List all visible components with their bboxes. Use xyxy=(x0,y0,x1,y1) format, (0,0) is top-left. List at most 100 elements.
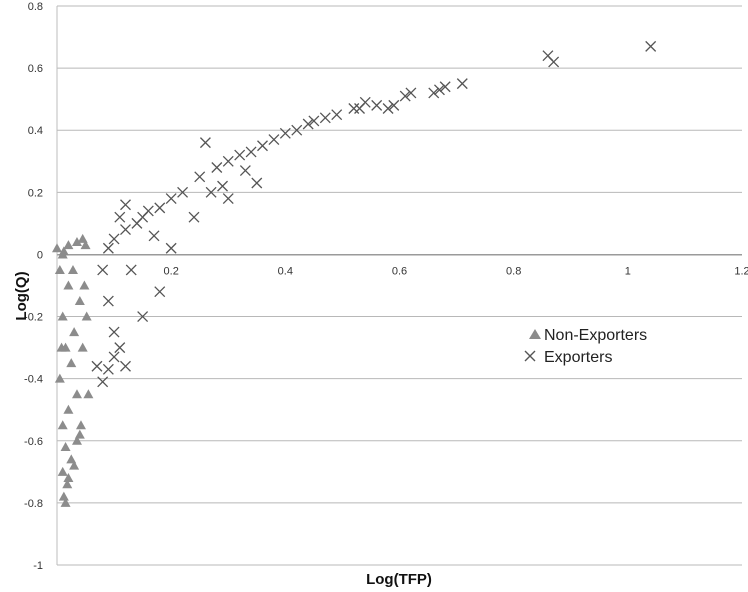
data-point-x xyxy=(108,326,120,338)
data-point-x xyxy=(251,177,263,189)
data-point-triangle xyxy=(63,473,74,483)
data-point-x xyxy=(199,137,211,149)
series-non-exporters xyxy=(52,233,94,507)
y-tick-label: 0.8 xyxy=(28,1,43,13)
data-point-x xyxy=(120,360,131,372)
legend-item-exporters: Exporters xyxy=(524,349,612,366)
data-point-x xyxy=(331,109,343,121)
data-point-x xyxy=(91,360,103,372)
data-point-triangle xyxy=(74,429,85,439)
y-tick-label: -0.4 xyxy=(24,374,43,386)
data-point-x xyxy=(548,56,560,68)
x-tick-label: 1 xyxy=(625,265,631,277)
y-tick-label: -1 xyxy=(33,560,43,572)
data-point-x xyxy=(131,217,143,229)
y-tick-label: 0.4 xyxy=(28,125,43,137)
data-point-x xyxy=(222,155,234,167)
data-point-triangle xyxy=(77,233,88,243)
x-tick-label: 0.2 xyxy=(164,265,179,277)
data-point-x xyxy=(268,134,280,145)
data-point-x xyxy=(382,103,394,114)
data-point-triangle xyxy=(60,441,71,451)
x-tick-label: 0.4 xyxy=(278,265,293,277)
data-point-x xyxy=(319,112,331,124)
legend-triangle-marker xyxy=(529,329,541,339)
y-tick-label: -0.8 xyxy=(24,498,43,510)
y-axis-title: Log(Q) xyxy=(13,271,30,320)
data-point-x xyxy=(97,376,109,388)
data-point-x xyxy=(371,99,383,111)
x-tick-labels: 0.2 0.4 0.6 0.8 1 1.2 xyxy=(164,265,748,277)
data-point-x xyxy=(102,242,114,254)
data-point-triangle xyxy=(71,237,82,247)
data-point-triangle xyxy=(57,420,68,430)
data-point-x xyxy=(165,193,177,205)
data-point-triangle xyxy=(81,311,92,321)
legend-item-non-exporters: Non-Exporters xyxy=(529,327,647,344)
data-point-x xyxy=(108,351,120,363)
data-point-x xyxy=(154,286,166,298)
data-point-x xyxy=(137,311,149,323)
data-point-x xyxy=(456,78,468,90)
data-point-x xyxy=(302,118,314,130)
data-point-triangle xyxy=(71,435,82,445)
data-point-triangle xyxy=(58,491,69,501)
data-point-x xyxy=(165,242,177,254)
data-point-x xyxy=(439,81,451,93)
data-point-x xyxy=(245,146,257,158)
x-tick-label: 0.6 xyxy=(392,265,407,277)
data-point-triangle xyxy=(54,264,65,274)
data-point-x xyxy=(428,87,440,99)
data-point-x xyxy=(239,165,251,177)
x-tick-label: 1.2 xyxy=(734,265,748,277)
data-point-x xyxy=(291,124,303,136)
x-axis-title: Log(TFP) xyxy=(366,571,432,588)
data-point-triangle xyxy=(52,243,62,253)
data-point-x xyxy=(205,186,217,198)
data-point-x xyxy=(222,193,234,205)
data-point-triangle xyxy=(63,404,74,414)
series-exporters xyxy=(91,40,657,388)
data-point-x xyxy=(354,103,366,114)
data-point-x xyxy=(211,162,223,173)
data-point-triangle xyxy=(67,264,78,274)
data-point-x xyxy=(348,103,360,114)
data-point-triangle xyxy=(83,389,94,399)
data-point-triangle xyxy=(69,460,80,470)
data-point-x xyxy=(188,211,200,223)
data-point-x xyxy=(114,342,126,354)
data-point-x xyxy=(257,140,268,152)
data-point-triangle xyxy=(57,249,68,259)
y-tick-label: 0.6 xyxy=(28,63,43,75)
data-point-x xyxy=(154,202,166,214)
data-point-triangle xyxy=(77,342,88,352)
data-point-x xyxy=(125,264,137,276)
data-point-x xyxy=(217,180,229,192)
data-point-triangle xyxy=(63,240,74,250)
data-point-x xyxy=(194,171,206,183)
y-tick-label: 0 xyxy=(37,249,43,261)
data-point-triangle xyxy=(66,358,77,368)
data-point-x xyxy=(405,87,417,99)
legend-label-exporters: Exporters xyxy=(544,349,612,366)
data-point-triangle xyxy=(56,342,67,352)
data-point-x xyxy=(308,115,320,127)
data-point-x xyxy=(148,230,160,242)
gridlines xyxy=(57,5,742,566)
data-point-triangle xyxy=(74,296,85,306)
y-tick-label: 0.2 xyxy=(28,187,43,199)
legend-label-non-exporters: Non-Exporters xyxy=(544,327,647,344)
data-point-x xyxy=(120,224,131,236)
data-point-x xyxy=(102,363,114,375)
data-point-triangle xyxy=(69,327,80,337)
y-tick-label: -0.6 xyxy=(24,436,43,448)
data-point-triangle xyxy=(57,466,68,476)
legend: Non-Exporters Exporters xyxy=(524,327,647,366)
data-point-x xyxy=(234,149,246,161)
data-point-triangle xyxy=(79,280,90,290)
data-point-triangle xyxy=(66,454,77,464)
data-point-x xyxy=(399,90,411,102)
data-point-x xyxy=(102,295,114,307)
data-point-x xyxy=(279,127,291,139)
